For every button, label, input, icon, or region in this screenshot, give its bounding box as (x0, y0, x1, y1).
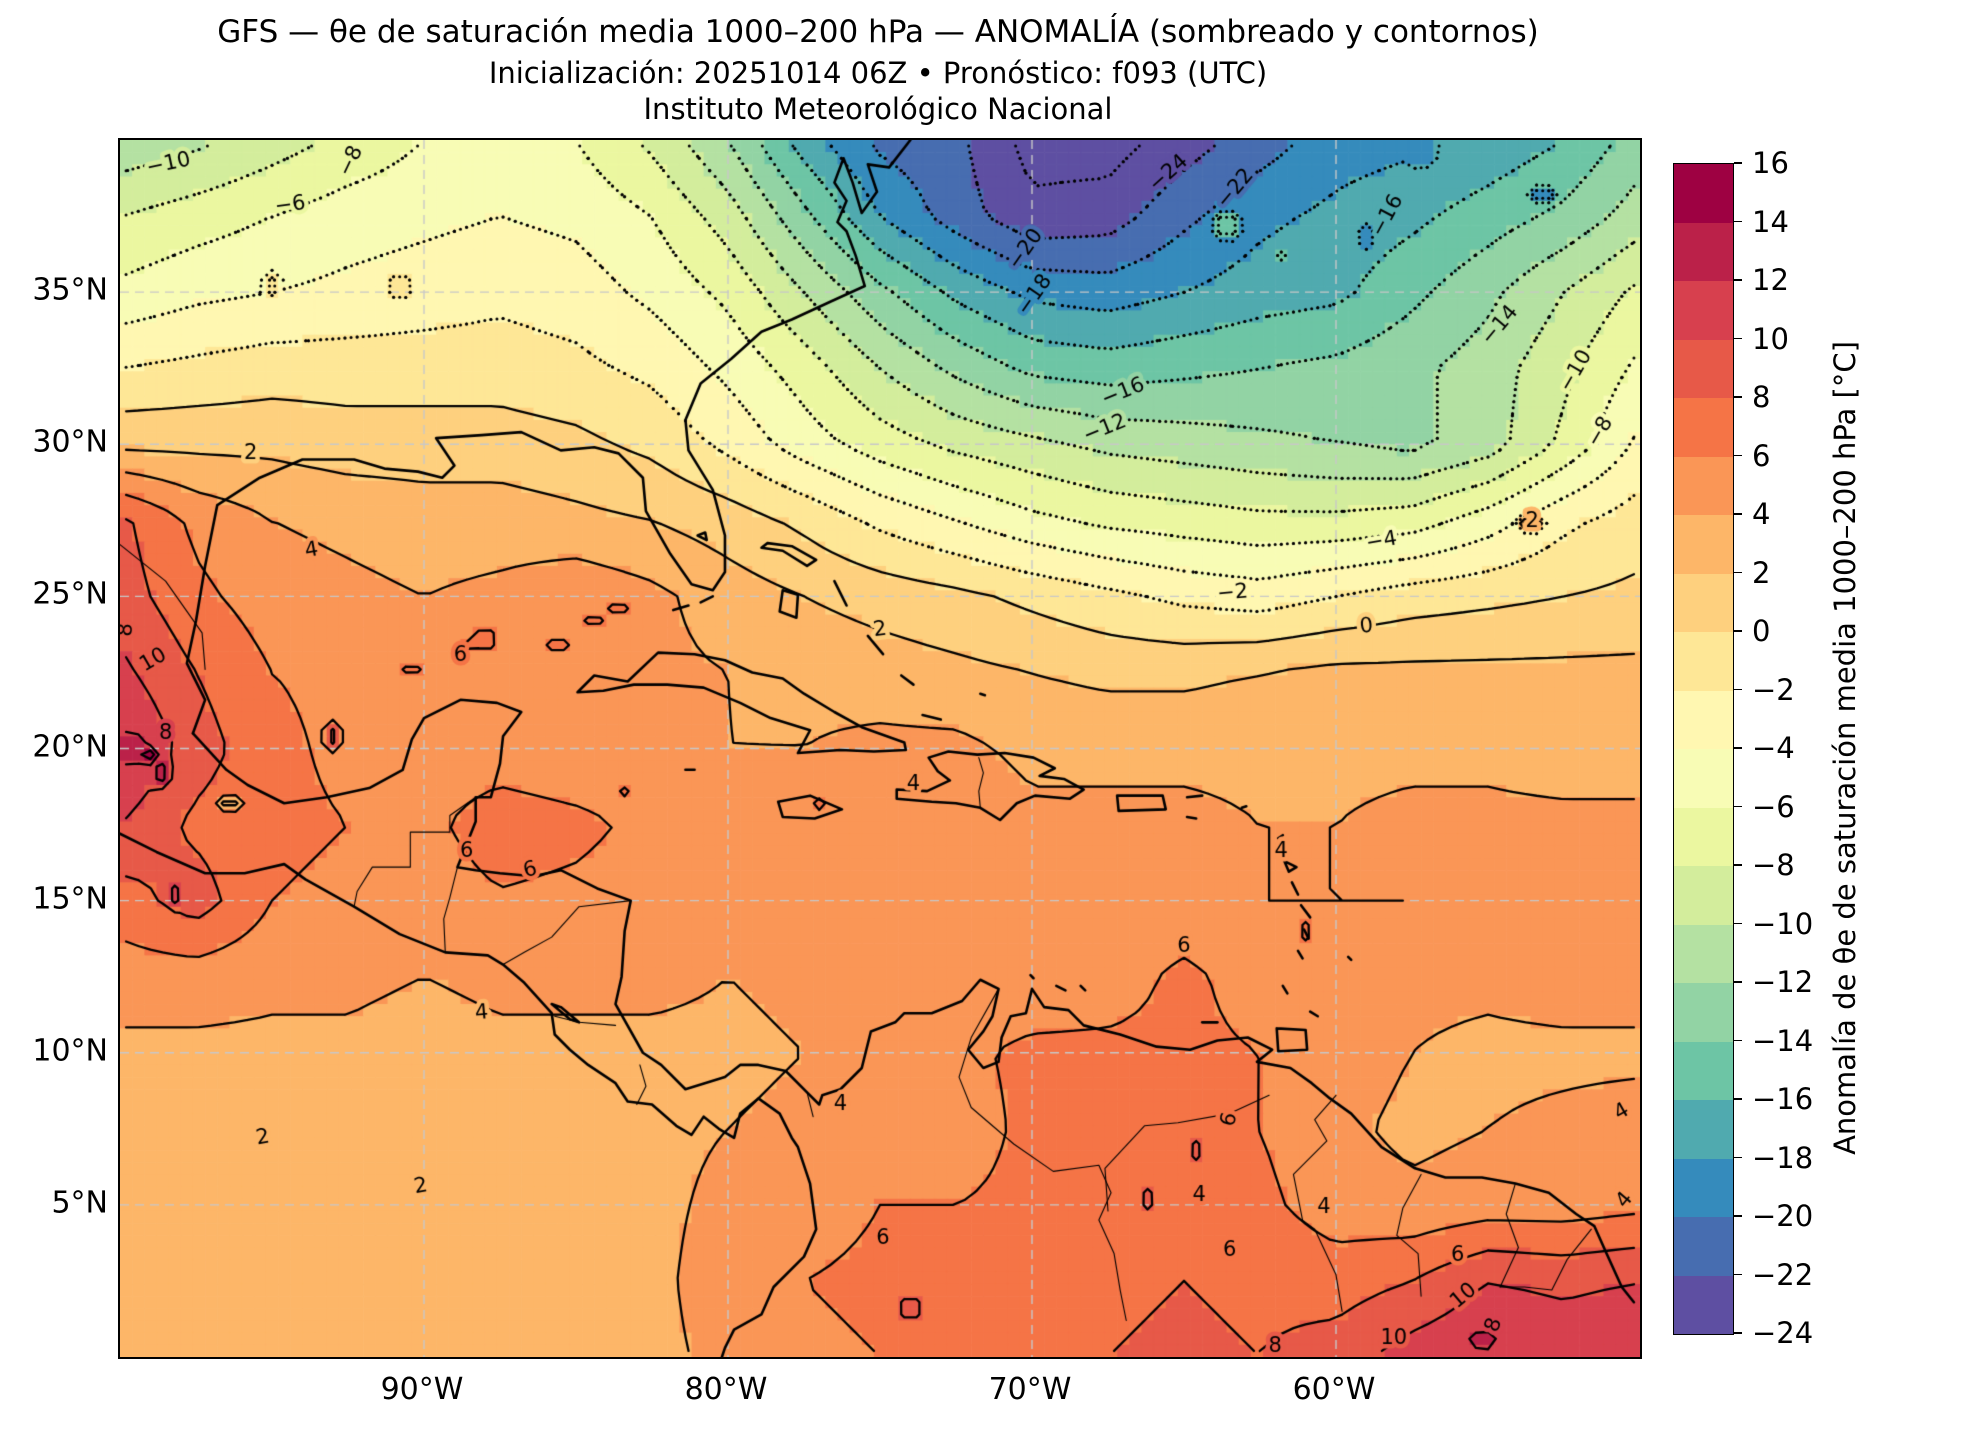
x-tick-label: 80°W (684, 1372, 768, 1407)
colorbar-tick-mark (1734, 571, 1742, 574)
colorbar-tick-label: −20 (1752, 1199, 1814, 1233)
colorbar-tick-mark (1734, 279, 1742, 281)
colorbar-tick-label: 12 (1752, 263, 1789, 297)
colorbar-segment (1674, 807, 1733, 866)
plot-title: GFS — θe de saturación media 1000–200 hP… (217, 14, 1539, 50)
colorbar-segment (1674, 339, 1733, 398)
y-tick-label: 15°N (32, 881, 108, 917)
colorbar-tick-label: −14 (1752, 1023, 1814, 1058)
colorbar-segment (1674, 1158, 1733, 1217)
colorbar-segment (1674, 983, 1733, 1042)
y-tick-label: 25°N (32, 576, 108, 612)
colorbar-tick-mark (1734, 337, 1742, 340)
colorbar-tick-mark (1734, 454, 1742, 457)
x-tick-label: 70°W (988, 1372, 1072, 1407)
colorbar-tick-mark (1734, 513, 1742, 515)
colorbar-tick-label: 0 (1752, 614, 1771, 648)
colorbar-tick-label: −6 (1752, 789, 1795, 824)
colorbar-segment (1674, 222, 1733, 281)
colorbar-segment (1674, 866, 1733, 925)
y-tick-label: 35°N (32, 272, 108, 308)
colorbar-segment (1674, 398, 1733, 457)
contour-map-canvas (120, 140, 1640, 1357)
y-tick-label: 20°N (32, 729, 108, 764)
colorbar-segment (1674, 515, 1733, 574)
colorbar-tick-label: 10 (1752, 321, 1789, 356)
colorbar-tick-mark (1734, 981, 1742, 983)
x-tick-label: 90°W (380, 1372, 464, 1407)
colorbar-tick-mark (1734, 1039, 1742, 1042)
colorbar-tick-mark (1734, 1273, 1742, 1276)
colorbar-tick-label: 4 (1752, 497, 1771, 531)
colorbar-tick-mark (1734, 688, 1742, 691)
colorbar-tick-mark (1734, 396, 1742, 398)
colorbar-tick-label: −22 (1752, 1257, 1814, 1292)
colorbar-tick-label: −8 (1752, 848, 1795, 882)
colorbar-tick-mark (1734, 805, 1742, 808)
colorbar-tick-mark (1734, 864, 1742, 866)
colorbar-tick-mark (1734, 1332, 1742, 1334)
x-tick-label: 60°W (1292, 1372, 1376, 1407)
colorbar-tick-label: −16 (1752, 1082, 1814, 1116)
map-panel (118, 138, 1642, 1359)
y-tick-label: 10°N (32, 1033, 108, 1069)
colorbar-segment (1674, 924, 1733, 983)
colorbar-tick-mark (1734, 630, 1742, 632)
colorbar-tick-label: −4 (1752, 731, 1795, 765)
colorbar-tick-mark (1734, 1215, 1742, 1217)
colorbar-tick-mark (1734, 922, 1742, 925)
colorbar-tick-label: −18 (1752, 1140, 1814, 1175)
plot-subtitle-institute: Instituto Meteorológico Nacional (643, 92, 1113, 126)
colorbar-tick-label: −10 (1752, 906, 1814, 941)
plot-subtitle-init-forecast: Inicialización: 20251014 06Z • Pronóstic… (488, 56, 1268, 90)
colorbar-segment (1674, 632, 1733, 691)
colorbar-tick-mark (1734, 220, 1742, 223)
colorbar-segment (1674, 690, 1733, 749)
colorbar-title: Anomalía de θe de saturación media 1000–… (1828, 341, 1862, 1155)
colorbar-segment (1674, 1100, 1733, 1159)
colorbar-tick-mark (1734, 162, 1742, 164)
colorbar-segment (1674, 573, 1733, 632)
colorbar-segment (1674, 1275, 1733, 1334)
colorbar-tick-mark (1734, 747, 1742, 749)
colorbar-segment (1674, 1041, 1733, 1100)
colorbar-tick-label: 8 (1752, 380, 1771, 414)
y-tick-label: 5°N (51, 1185, 108, 1221)
colorbar-segment (1674, 281, 1733, 340)
colorbar-segment (1674, 749, 1733, 808)
colorbar-tick-label: 16 (1752, 146, 1789, 180)
colorbar-tick-label: 6 (1752, 438, 1771, 473)
colorbar-tick-label: 2 (1752, 555, 1771, 590)
colorbar-tick-label: −24 (1752, 1316, 1814, 1350)
colorbar-tick-mark (1734, 1156, 1742, 1159)
colorbar-segment (1674, 456, 1733, 515)
colorbar-segment (1674, 164, 1733, 223)
y-tick-label: 30°N (32, 424, 108, 460)
colorbar-tick-label: −12 (1752, 965, 1814, 999)
colorbar-tick-mark (1734, 1098, 1742, 1100)
colorbar-tick-label: 14 (1752, 204, 1789, 239)
colorbar-tick-label: −2 (1752, 672, 1795, 707)
colorbar-segment (1674, 1217, 1733, 1276)
colorbar (1673, 163, 1734, 1335)
